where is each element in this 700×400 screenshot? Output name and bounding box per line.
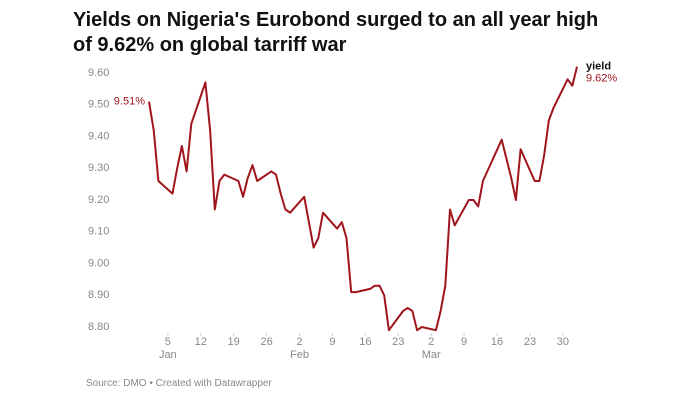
data-label: 9.62% bbox=[586, 73, 617, 85]
y-tick-label: 9.00 bbox=[88, 257, 109, 269]
x-tick-label: 9 bbox=[461, 336, 467, 348]
y-tick-label: 9.60 bbox=[88, 67, 109, 79]
y-tick-label: 9.10 bbox=[88, 226, 109, 238]
y-tick-label: 9.40 bbox=[88, 130, 109, 142]
x-tick-label: 9 bbox=[329, 336, 335, 348]
y-tick-label: 8.80 bbox=[88, 321, 109, 333]
x-tick-label: 26 bbox=[260, 336, 272, 348]
x-tick-label: 5 bbox=[165, 336, 171, 348]
data-label: 9.51% bbox=[114, 95, 145, 107]
x-tick-label: 2 bbox=[428, 336, 434, 348]
x-tick-label: 2 bbox=[296, 336, 302, 348]
y-tick-label: 9.30 bbox=[88, 162, 109, 174]
x-tick-label: 12 bbox=[195, 336, 207, 348]
legend-label: yield bbox=[586, 61, 611, 73]
x-tick-label: 19 bbox=[228, 336, 240, 348]
x-tick-label: 16 bbox=[491, 336, 503, 348]
x-tick-label: 30 bbox=[557, 336, 569, 348]
x-tick-label: 23 bbox=[392, 336, 404, 348]
month-label: Mar bbox=[422, 349, 441, 361]
y-tick-label: 9.20 bbox=[88, 194, 109, 206]
source-note: Source: DMO • Created with Datawrapper bbox=[86, 378, 272, 389]
month-label: Feb bbox=[290, 349, 309, 361]
y-tick-label: 9.50 bbox=[88, 99, 109, 111]
line bbox=[148, 66, 578, 332]
x-tick-label: 23 bbox=[524, 336, 536, 348]
chart-title: Yields on Nigeria's Eurobond surged to a… bbox=[73, 9, 599, 56]
y-tick-label: 8.90 bbox=[88, 289, 109, 301]
month-label: Jan bbox=[159, 349, 177, 361]
x-tick-label: 16 bbox=[359, 336, 371, 348]
